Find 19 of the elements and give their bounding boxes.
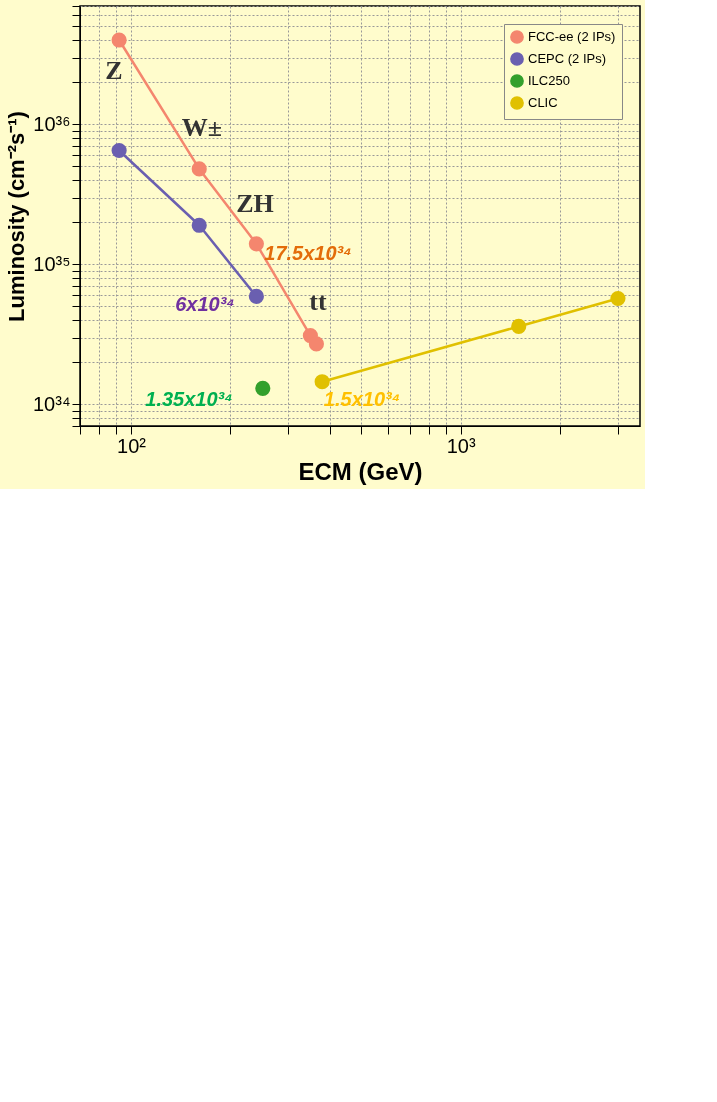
- legend-label: CLIC: [528, 95, 558, 110]
- annotation: tt: [309, 287, 327, 316]
- legend-label: ILC250: [528, 73, 570, 88]
- annotation: 6x10³⁴: [175, 293, 235, 315]
- annotation: Z: [105, 56, 123, 85]
- y-tick-label: 10³⁵: [33, 252, 71, 275]
- y-axis-title: Luminosity (cm⁻²s⁻¹): [4, 111, 29, 322]
- x-tick-label: 10³: [446, 434, 476, 457]
- annotation: 1.35x10³⁴: [145, 388, 233, 410]
- annotation: W±: [181, 113, 223, 142]
- legend-label: CEPC (2 IPs): [528, 51, 607, 66]
- legend-label: FCC-ee (2 IPs): [528, 29, 616, 44]
- y-tick-label: 10³⁴: [33, 392, 71, 415]
- x-axis-title: ECM (GeV): [298, 457, 423, 485]
- y-tick-label: 10³⁶: [33, 112, 71, 135]
- x-tick-label: 10²: [117, 434, 147, 457]
- annotation: 17.5x10³⁴: [264, 242, 352, 264]
- annotation: 1.5x10³⁴: [323, 388, 401, 410]
- annotation: ZH: [236, 189, 274, 218]
